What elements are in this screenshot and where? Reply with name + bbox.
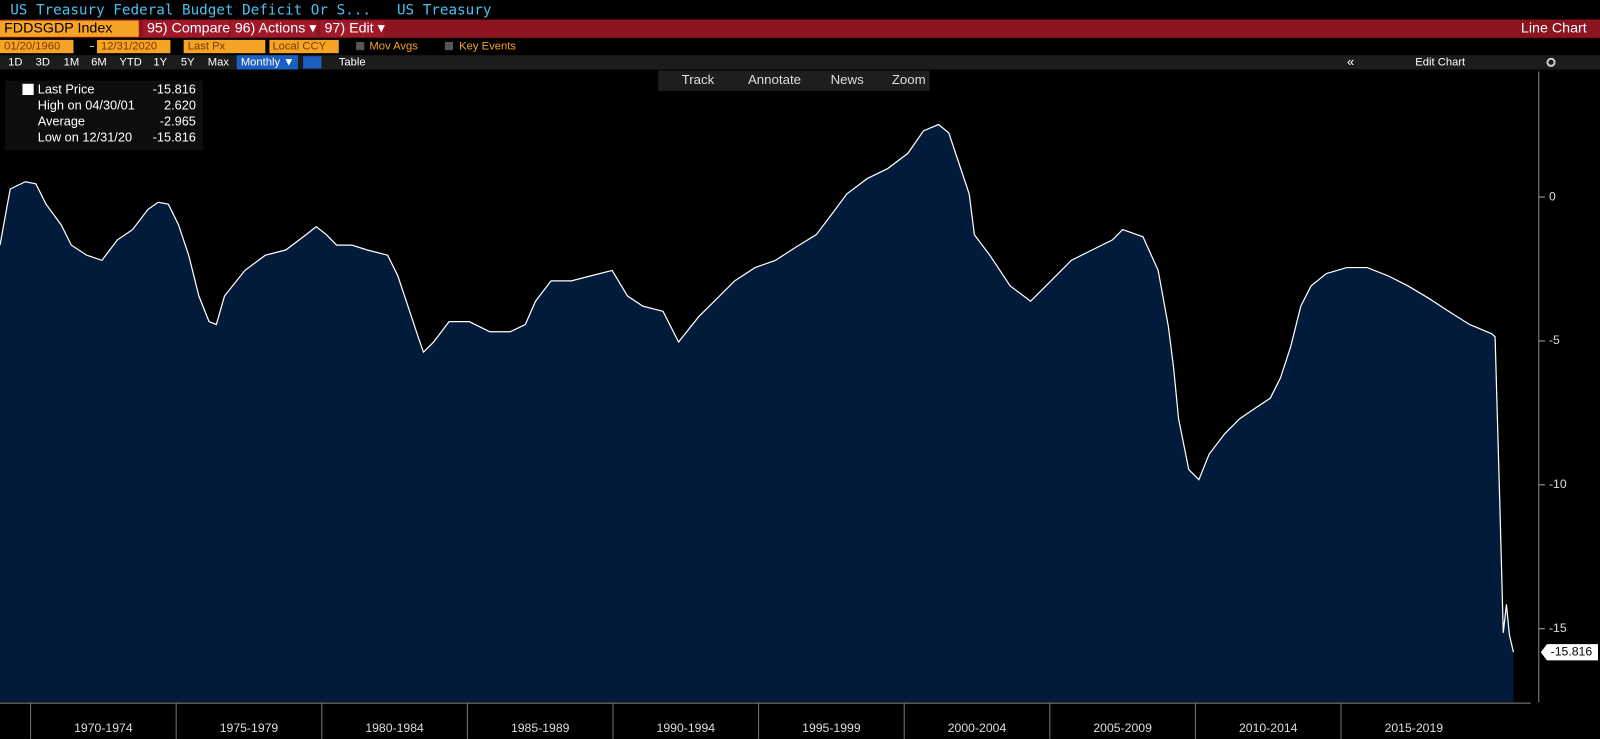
x-tick-label: 1975-1979	[220, 721, 279, 735]
currency: Local CCY	[272, 41, 326, 53]
menu-button[interactable]	[230, 20, 317, 37]
legend-value: 2.620	[164, 97, 196, 112]
menu-bar	[0, 19, 1600, 38]
settings-icon[interactable]	[1546, 57, 1556, 67]
range-button[interactable]: Max	[208, 56, 230, 68]
toolbar-button[interactable]: News	[831, 72, 865, 87]
currency-box[interactable]	[269, 39, 339, 54]
menu-label: 95) Compare	[147, 20, 230, 36]
x-tick-label: 1985-1989	[511, 721, 570, 735]
end-date-box[interactable]	[96, 39, 171, 54]
range-bar	[0, 55, 1600, 70]
range-button[interactable]: 1M	[64, 56, 80, 68]
range-button[interactable]: 5Y	[181, 56, 195, 68]
edit-chart[interactable]: Edit Chart	[1415, 56, 1466, 68]
collapse-icon[interactable]: «	[1347, 54, 1354, 69]
chart-type-button[interactable]	[303, 56, 322, 69]
range-button[interactable]: 3D	[36, 56, 50, 68]
range-button[interactable]: 6M	[91, 56, 107, 68]
source: US Treasury	[397, 2, 492, 18]
x-tick-label: 2015-2019	[1385, 721, 1444, 735]
security-title: US Treasury Federal Budget Deficit Or S.…	[10, 2, 371, 18]
menu-label: 96) Actions ▾	[235, 20, 317, 36]
y-tick-label: -10	[1549, 477, 1567, 491]
legend-value: -15.816	[153, 129, 196, 144]
option: Key Events	[459, 41, 516, 53]
toolbar-button[interactable]: Track	[682, 72, 715, 87]
legend-value: -2.965	[160, 113, 196, 128]
toolbar-button[interactable]: Annotate	[748, 72, 801, 87]
start-date: 01/20/1960	[4, 41, 60, 53]
last-value-label: -15.816	[1551, 644, 1593, 658]
field-box[interactable]	[183, 39, 266, 54]
y-tick-label: -5	[1549, 333, 1560, 347]
x-tick-label: 2010-2014	[1239, 721, 1298, 735]
legend-swatch	[22, 83, 34, 96]
ticker-box[interactable]	[0, 20, 139, 37]
range-button[interactable]: 1Y	[153, 56, 167, 68]
x-tick-label: 1970-1974	[74, 721, 133, 735]
x-tick-label: 1995-1999	[802, 721, 861, 735]
table-button[interactable]: Table	[339, 56, 366, 68]
frequency-button[interactable]	[236, 55, 298, 70]
area-fill	[0, 124, 1514, 703]
range-button[interactable]: 1D	[8, 56, 22, 68]
menu-button[interactable]	[142, 20, 229, 37]
toolbar	[658, 70, 930, 91]
frequency: Monthly ▼	[241, 56, 295, 68]
y-tick-label: -15	[1549, 621, 1567, 635]
x-tick-label: 1990-1994	[657, 721, 716, 735]
legend-label: Average	[38, 113, 85, 128]
last-value-badge	[1540, 644, 1598, 661]
checkbox[interactable]	[356, 41, 365, 51]
legend-box	[5, 80, 204, 151]
view-name: Line Chart	[1521, 20, 1587, 36]
series-line	[0, 123, 1515, 653]
legend-value: -15.816	[153, 81, 196, 96]
x-tick-label: 2000-2004	[948, 721, 1007, 735]
legend-label: Low on 12/31/20	[38, 129, 132, 144]
start-date-box[interactable]	[0, 39, 74, 54]
checkbox[interactable]	[444, 41, 454, 51]
range-button[interactable]: YTD	[119, 56, 141, 68]
option: Mov Avgs	[369, 41, 418, 53]
y-tick-label: 0	[1549, 189, 1556, 203]
ticker: FDDSGDP Index	[4, 20, 112, 36]
legend-label: Last Price	[38, 81, 95, 96]
x-tick-label: 1980-1984	[365, 721, 424, 735]
menu-label: 97) Edit ▾	[324, 20, 384, 36]
legend-label: High on 04/30/01	[38, 97, 135, 112]
toolbar-button[interactable]: Zoom	[892, 72, 926, 87]
menu-button[interactable]	[320, 20, 384, 37]
field: Last Px	[188, 41, 226, 53]
end-date: 12/31/2020	[101, 41, 157, 53]
x-tick-label: 2005-2009	[1093, 721, 1152, 735]
